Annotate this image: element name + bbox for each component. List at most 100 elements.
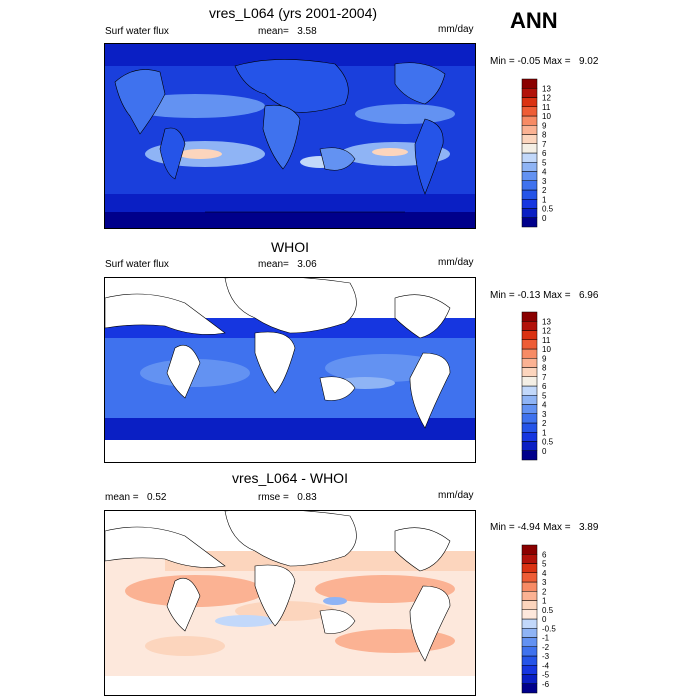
colorbar-swatch	[521, 348, 538, 359]
colorbar-swatch	[521, 441, 538, 451]
colorbar-tick-label: 4	[542, 401, 547, 410]
panel3-title: vres_L064 - WHOI	[232, 470, 348, 486]
panel1-map	[104, 43, 476, 229]
colorbar-tick-label: 2	[542, 186, 547, 195]
colorbar-tick-label: -2	[542, 643, 550, 652]
colorbar-tick-label: 7	[542, 373, 547, 382]
colorbar-tick-label: 12	[542, 327, 551, 336]
colorbar-swatch	[521, 339, 538, 350]
panel1-colorbar: 0 0.5 1 2 3 4 5 6 7 8 9 10 11 12 13	[521, 78, 592, 228]
colorbar-swatch	[521, 395, 538, 405]
colorbar-tick-label: 0	[542, 615, 547, 624]
colorbar-swatch	[521, 97, 538, 107]
panel3-minmax: Min = -4.94 Max = 3.89	[490, 522, 599, 533]
colorbar-swatch	[521, 134, 538, 144]
colorbar-tick-label: -1	[542, 634, 550, 643]
panel2-minmax: Min = -0.13 Max = 6.96	[490, 290, 599, 301]
colorbar-swatch	[521, 171, 538, 181]
colorbar-swatch	[521, 655, 538, 666]
colorbar-tick-label: 6	[542, 149, 547, 158]
colorbar-tick-label: 6	[542, 550, 547, 559]
colorbar-swatch	[521, 125, 538, 135]
colorbar-swatch	[521, 88, 538, 98]
colorbar-tick-label: 1	[542, 597, 547, 606]
colorbar-swatch	[521, 162, 538, 172]
panel1-title: vres_L064 (yrs 2001-2004)	[208, 5, 378, 21]
colorbar-tick-label: 3	[542, 578, 547, 587]
panel2-units: mm/day	[438, 257, 474, 268]
colorbar-tick-label: 3	[542, 410, 547, 419]
colorbar-swatch	[521, 572, 538, 583]
colorbar-tick-label: 3	[542, 177, 547, 186]
colorbar-tick-label: 13	[542, 84, 551, 93]
colorbar-tick-label: -3	[542, 652, 550, 661]
colorbar-swatch	[521, 600, 538, 610]
colorbar-swatch	[521, 628, 538, 638]
colorbar-swatch	[521, 385, 538, 396]
colorbar-tick-label: 6	[542, 382, 547, 391]
colorbar-swatch	[521, 581, 538, 592]
colorbar-swatch	[521, 665, 538, 675]
colorbar-tick-label: 5	[542, 391, 547, 400]
colorbar-tick-label: 1	[542, 428, 547, 437]
colorbar-swatch	[521, 376, 538, 387]
colorbar-swatch	[521, 413, 538, 424]
colorbar-tick-label: 0	[542, 214, 547, 223]
colorbar-tick-label: 11	[542, 336, 551, 345]
season-label: ANN	[510, 8, 558, 33]
colorbar-swatch	[521, 358, 538, 368]
colorbar-swatch	[521, 432, 538, 442]
colorbar-tick-label: 13	[542, 317, 551, 326]
colorbar-swatch	[521, 367, 538, 377]
colorbar-swatch	[521, 199, 538, 209]
panel3-mean: mean = 0.52	[105, 492, 167, 503]
colorbar-tick-label: 2	[542, 587, 547, 596]
colorbar-tick-label: 9	[542, 121, 547, 130]
panel1-minmax: Min = -0.05 Max = 9.02	[490, 56, 599, 67]
colorbar-tick-label: 8	[542, 364, 547, 373]
panel2-variable-label: Surf water flux	[105, 259, 169, 270]
panel2-mean: mean= 3.06	[258, 259, 317, 270]
colorbar-tick-label: 5	[542, 158, 547, 167]
panel2-colorbar: 0 0.5 1 2 3 4 5 6 7 8 9 10 11 12 13	[521, 311, 592, 461]
panel1-mean: mean= 3.58	[258, 26, 317, 37]
colorbar-tick-label: 4	[542, 569, 547, 578]
colorbar-swatch	[521, 422, 538, 433]
colorbar-tick-label: 1	[542, 195, 547, 204]
colorbar-tick-label: -6	[542, 680, 550, 689]
colorbar-tick-label: 9	[542, 354, 547, 363]
colorbar-tick-label: 10	[542, 345, 551, 354]
colorbar-swatch	[521, 646, 538, 657]
colorbar-tick-label: -5	[542, 671, 550, 680]
colorbar-swatch	[521, 189, 538, 200]
colorbar-swatch	[521, 609, 538, 620]
panel3-map	[104, 510, 476, 696]
colorbar-swatch	[521, 674, 538, 684]
colorbar-tick-label: -0.5	[542, 624, 556, 633]
colorbar-swatch	[521, 591, 538, 601]
colorbar-tick-label: 0.5	[542, 205, 554, 214]
colorbar-swatch	[521, 554, 538, 564]
colorbar-swatch	[521, 143, 538, 154]
colorbar-swatch	[521, 563, 538, 573]
colorbar-tick-label: 2	[542, 419, 547, 428]
colorbar-tick-label: 11	[542, 103, 551, 112]
colorbar-swatch	[521, 321, 538, 331]
colorbar-tick-label: 0	[542, 447, 547, 456]
colorbar-tick-label: 4	[542, 168, 547, 177]
colorbar-swatch	[521, 618, 538, 629]
colorbar-swatch	[521, 544, 538, 555]
colorbar-swatch	[521, 115, 538, 126]
panel3-colorbar: -6 -5 -4 -3 -2 -1 -0.5 0 0.5 1 2 3 4 5 6	[521, 544, 592, 694]
colorbar-tick-label: -4	[542, 661, 550, 670]
colorbar-swatch	[521, 78, 538, 89]
colorbar-swatch	[521, 106, 538, 117]
panel3-units: mm/day	[438, 490, 474, 501]
colorbar-swatch	[521, 311, 538, 322]
colorbar-swatch	[521, 217, 538, 228]
colorbar-tick-label: 0.5	[542, 438, 554, 447]
colorbar-tick-label: 8	[542, 131, 547, 140]
